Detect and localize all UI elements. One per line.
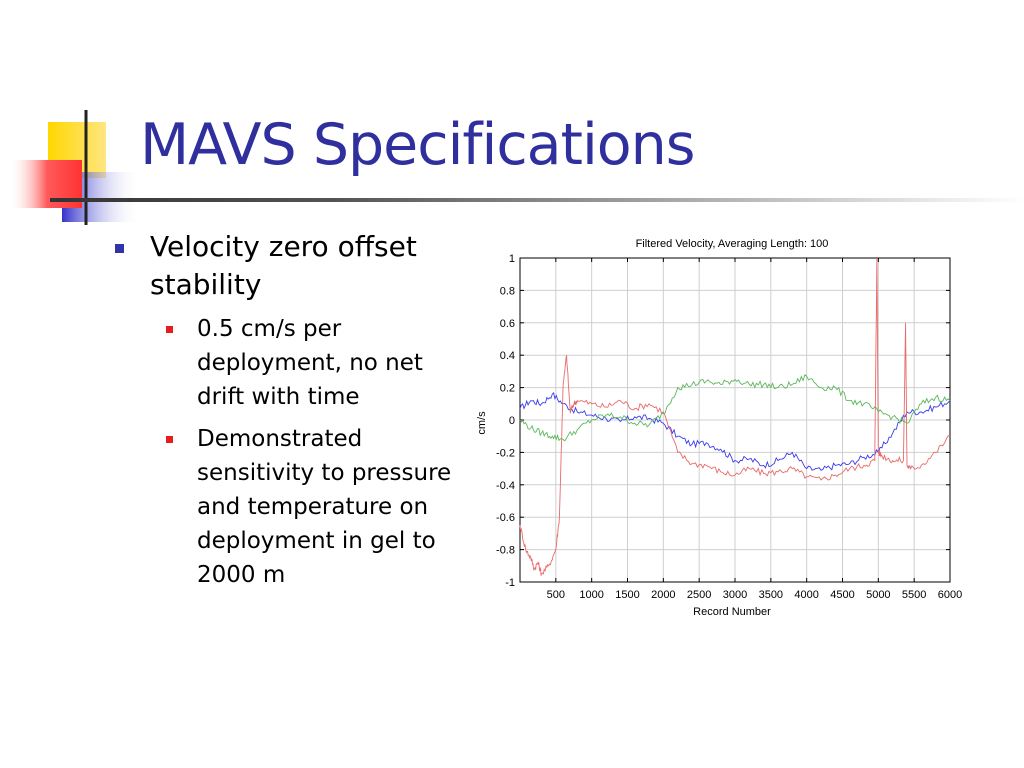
bullet-square-icon	[115, 244, 124, 253]
y-tick-label: 1	[509, 253, 515, 265]
y-tick-label: 0	[509, 415, 515, 427]
x-tick-label: 5500	[902, 589, 926, 601]
slide-title: MAVS Specifications	[140, 112, 695, 178]
bullet-level1: Velocity zero offset stability	[110, 228, 450, 304]
series-line	[519, 374, 951, 442]
x-tick-label: 3500	[759, 589, 783, 601]
y-tick-label: 0.8	[500, 285, 515, 297]
series-line	[519, 257, 951, 576]
bullet-square-icon	[166, 326, 173, 333]
y-tick-label: 0.6	[500, 318, 515, 330]
y-tick-label: 0.4	[500, 350, 515, 362]
x-tick-label: 5000	[866, 589, 890, 601]
bullet-level2: 0.5 cm/s per deployment, no net drift wi…	[110, 312, 450, 414]
x-tick-label: 1000	[579, 589, 603, 601]
x-tick-label: 1500	[615, 589, 639, 601]
y-tick-label: -1	[505, 577, 515, 589]
y-tick-label: -0.6	[496, 512, 515, 524]
y-tick-label: -0.8	[496, 545, 515, 557]
x-axis-label: Record Number	[693, 606, 771, 618]
x-tick-label: 2500	[687, 589, 711, 601]
title-underline	[50, 198, 1024, 202]
x-tick-label: 2000	[651, 589, 675, 601]
bullet-level2: Demonstrated sensitivity to pressure and…	[110, 422, 450, 592]
sub-bullet-text: Demonstrated sensitivity to pressure and…	[197, 426, 450, 588]
sub-bullet-text: 0.5 cm/s per deployment, no net drift wi…	[197, 316, 423, 410]
x-tick-label: 6000	[938, 589, 962, 601]
y-tick-label: -0.2	[496, 447, 515, 459]
y-axis-label: cm/s	[476, 411, 488, 435]
x-tick-label: 4000	[794, 589, 818, 601]
y-tick-label: 0.2	[500, 383, 515, 395]
bullet-text: Velocity zero offset stability	[150, 230, 417, 301]
velocity-chart: Filtered Velocity, Averaging Length: 100…	[476, 238, 962, 618]
title-decoration	[12, 110, 140, 225]
bullet-square-icon	[166, 436, 173, 443]
bullet-list: Velocity zero offset stability 0.5 cm/s …	[110, 228, 450, 648]
series-line	[519, 392, 951, 471]
x-tick-label: 4500	[830, 589, 854, 601]
y-tick-label: -0.4	[496, 480, 515, 492]
chart-title: Filtered Velocity, Averaging Length: 100	[636, 238, 829, 250]
x-tick-label: 500	[547, 589, 565, 601]
plot-area: 500 1000 1500 2000 2500 3000 3500 4000 4500 5000 5…	[496, 253, 962, 601]
x-tick-label: 3000	[723, 589, 747, 601]
